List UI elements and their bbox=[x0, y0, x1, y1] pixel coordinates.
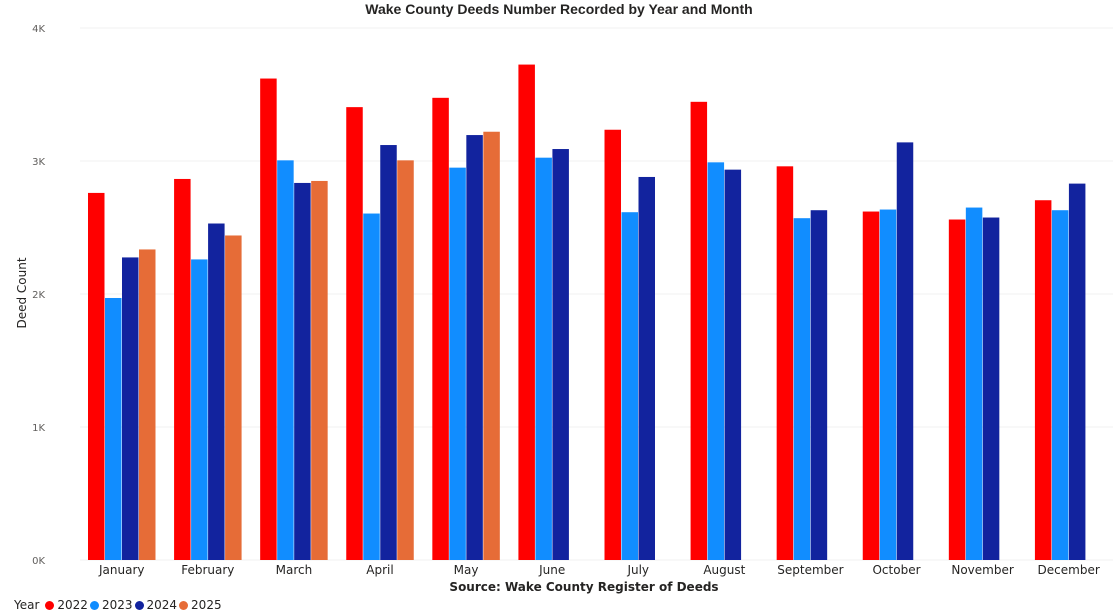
bar-2023-february[interactable] bbox=[191, 259, 208, 560]
bar-2024-april[interactable] bbox=[380, 145, 397, 561]
y-tick-label: 2K bbox=[32, 290, 45, 301]
bar-2022-october[interactable] bbox=[862, 211, 880, 561]
legend-item-2024[interactable]: 2024 bbox=[134, 598, 178, 612]
gridlines bbox=[80, 27, 1113, 561]
bar-2024-august[interactable] bbox=[724, 169, 742, 560]
bar-2023-march[interactable] bbox=[277, 160, 294, 560]
bar-2022-august[interactable] bbox=[690, 101, 708, 560]
bar-2023-july[interactable] bbox=[621, 212, 639, 560]
legend-dot-icon bbox=[89, 600, 99, 610]
bar-2023-june[interactable] bbox=[535, 157, 552, 561]
bar-2022-july[interactable] bbox=[604, 129, 622, 560]
bar-2024-october[interactable] bbox=[896, 142, 914, 560]
bar-2024-may[interactable] bbox=[466, 135, 483, 560]
bar-2022-march[interactable] bbox=[260, 78, 277, 560]
bar-2025-march[interactable] bbox=[311, 180, 328, 560]
bars bbox=[88, 64, 1086, 561]
bar-2023-january[interactable] bbox=[105, 297, 122, 560]
bar-2024-june[interactable] bbox=[552, 149, 569, 560]
bar-2022-september[interactable] bbox=[776, 166, 794, 560]
x-tick-label: August bbox=[703, 563, 745, 577]
bar-2024-november[interactable] bbox=[982, 217, 1000, 560]
bar-2023-april[interactable] bbox=[363, 213, 380, 560]
bar-2025-february[interactable] bbox=[225, 235, 242, 561]
bar-2023-may[interactable] bbox=[449, 167, 466, 560]
bar-2025-may[interactable] bbox=[483, 131, 500, 561]
y-tick-label: 3K bbox=[32, 157, 45, 168]
bar-2024-march[interactable] bbox=[294, 182, 311, 560]
x-tick-label: March bbox=[276, 563, 313, 577]
bar-2022-april[interactable] bbox=[346, 107, 363, 560]
y-tick-label: 4K bbox=[32, 24, 45, 35]
x-tick-label: November bbox=[951, 563, 1013, 577]
legend-label: 2022 bbox=[57, 598, 88, 612]
y-axis-label: Deed Count bbox=[15, 257, 29, 328]
bar-2022-june[interactable] bbox=[518, 64, 535, 560]
x-tick-label: July bbox=[626, 563, 649, 577]
x-tick-label: May bbox=[454, 563, 479, 577]
bar-2023-november[interactable] bbox=[965, 207, 983, 561]
bar-2023-october[interactable] bbox=[879, 209, 897, 561]
legend-label: 2024 bbox=[146, 598, 178, 612]
legend-label: 2023 bbox=[101, 598, 133, 612]
legend-dot-icon bbox=[134, 600, 144, 610]
y-axis-ticks: 0K 1K 2K 3K 4K bbox=[32, 24, 45, 567]
legend-title: Year bbox=[14, 598, 40, 612]
x-tick-label: December bbox=[1038, 563, 1100, 577]
bar-2022-january[interactable] bbox=[88, 192, 105, 561]
y-tick-label: 1K bbox=[32, 423, 45, 434]
bar-2025-january[interactable] bbox=[139, 249, 156, 560]
x-tick-label: June bbox=[538, 563, 565, 577]
bar-2024-february[interactable] bbox=[208, 223, 225, 560]
legend-item-2025[interactable]: 2025 bbox=[179, 598, 222, 612]
legend: Year 2022 2023 2024 2025 bbox=[14, 597, 224, 613]
legend-label: 2025 bbox=[191, 598, 222, 612]
legend-items: 2022 2023 2024 2025 bbox=[45, 598, 223, 612]
legend-dot-icon bbox=[45, 600, 55, 610]
bar-2024-september[interactable] bbox=[810, 210, 828, 560]
x-tick-label: February bbox=[181, 563, 234, 577]
bar-2022-february[interactable] bbox=[174, 178, 191, 560]
bar-2022-may[interactable] bbox=[432, 97, 449, 560]
x-tick-label: April bbox=[366, 563, 393, 577]
bar-2024-july[interactable] bbox=[638, 176, 656, 560]
chart-title: Wake County Deeds Number Recorded by Yea… bbox=[365, 1, 753, 17]
legend-item-2022[interactable]: 2022 bbox=[45, 598, 88, 612]
x-axis-label: Source: Wake County Register of Deeds bbox=[449, 580, 718, 594]
x-tick-label: October bbox=[872, 563, 920, 577]
bar-2025-april[interactable] bbox=[397, 160, 414, 560]
bar-2022-december[interactable] bbox=[1034, 200, 1052, 561]
bar-2024-january[interactable] bbox=[122, 257, 139, 560]
y-tick-label: 0K bbox=[32, 556, 45, 567]
x-axis-ticks: January February March April May June July Augu… bbox=[98, 563, 1100, 577]
x-tick-label: September bbox=[777, 563, 843, 577]
bar-2023-december[interactable] bbox=[1051, 210, 1069, 560]
bar-2022-november[interactable] bbox=[948, 219, 966, 560]
bar-2023-august[interactable] bbox=[707, 162, 725, 560]
bar-2024-december[interactable] bbox=[1068, 183, 1086, 561]
legend-dot-icon bbox=[179, 600, 189, 610]
legend-item-2023[interactable]: 2023 bbox=[89, 598, 133, 612]
x-tick-label: January bbox=[98, 563, 145, 577]
bar-2023-september[interactable] bbox=[793, 218, 811, 560]
